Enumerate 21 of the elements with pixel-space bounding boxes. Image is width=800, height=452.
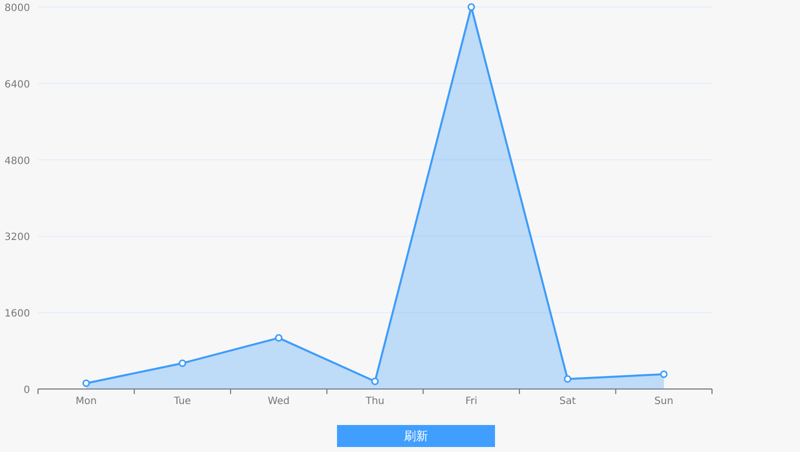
x-tick-label: Mon	[76, 396, 97, 407]
y-tick-label: 8000	[4, 3, 30, 14]
button: 刷新	[337, 425, 495, 447]
point	[468, 3, 476, 11]
y-tick-label: 0	[24, 385, 30, 396]
x-tick-label: Thu	[364, 396, 384, 407]
y-tick-label: 1600	[4, 308, 30, 320]
point	[660, 370, 668, 378]
point	[82, 380, 90, 388]
x-tick-label: Tue	[172, 396, 191, 407]
x-tick-label: Fri	[465, 396, 478, 407]
x-tick-label: Sun	[654, 396, 674, 407]
x-tick-label: Wed	[268, 396, 290, 407]
y-tick-label: 3200	[4, 232, 30, 244]
point	[178, 359, 186, 367]
point	[274, 334, 282, 342]
y-tick-label: 4800	[4, 156, 30, 167]
y-tick-label: 6400	[4, 79, 30, 90]
point	[564, 375, 572, 383]
x-tick-label: Sat	[559, 396, 576, 407]
point	[371, 378, 379, 386]
